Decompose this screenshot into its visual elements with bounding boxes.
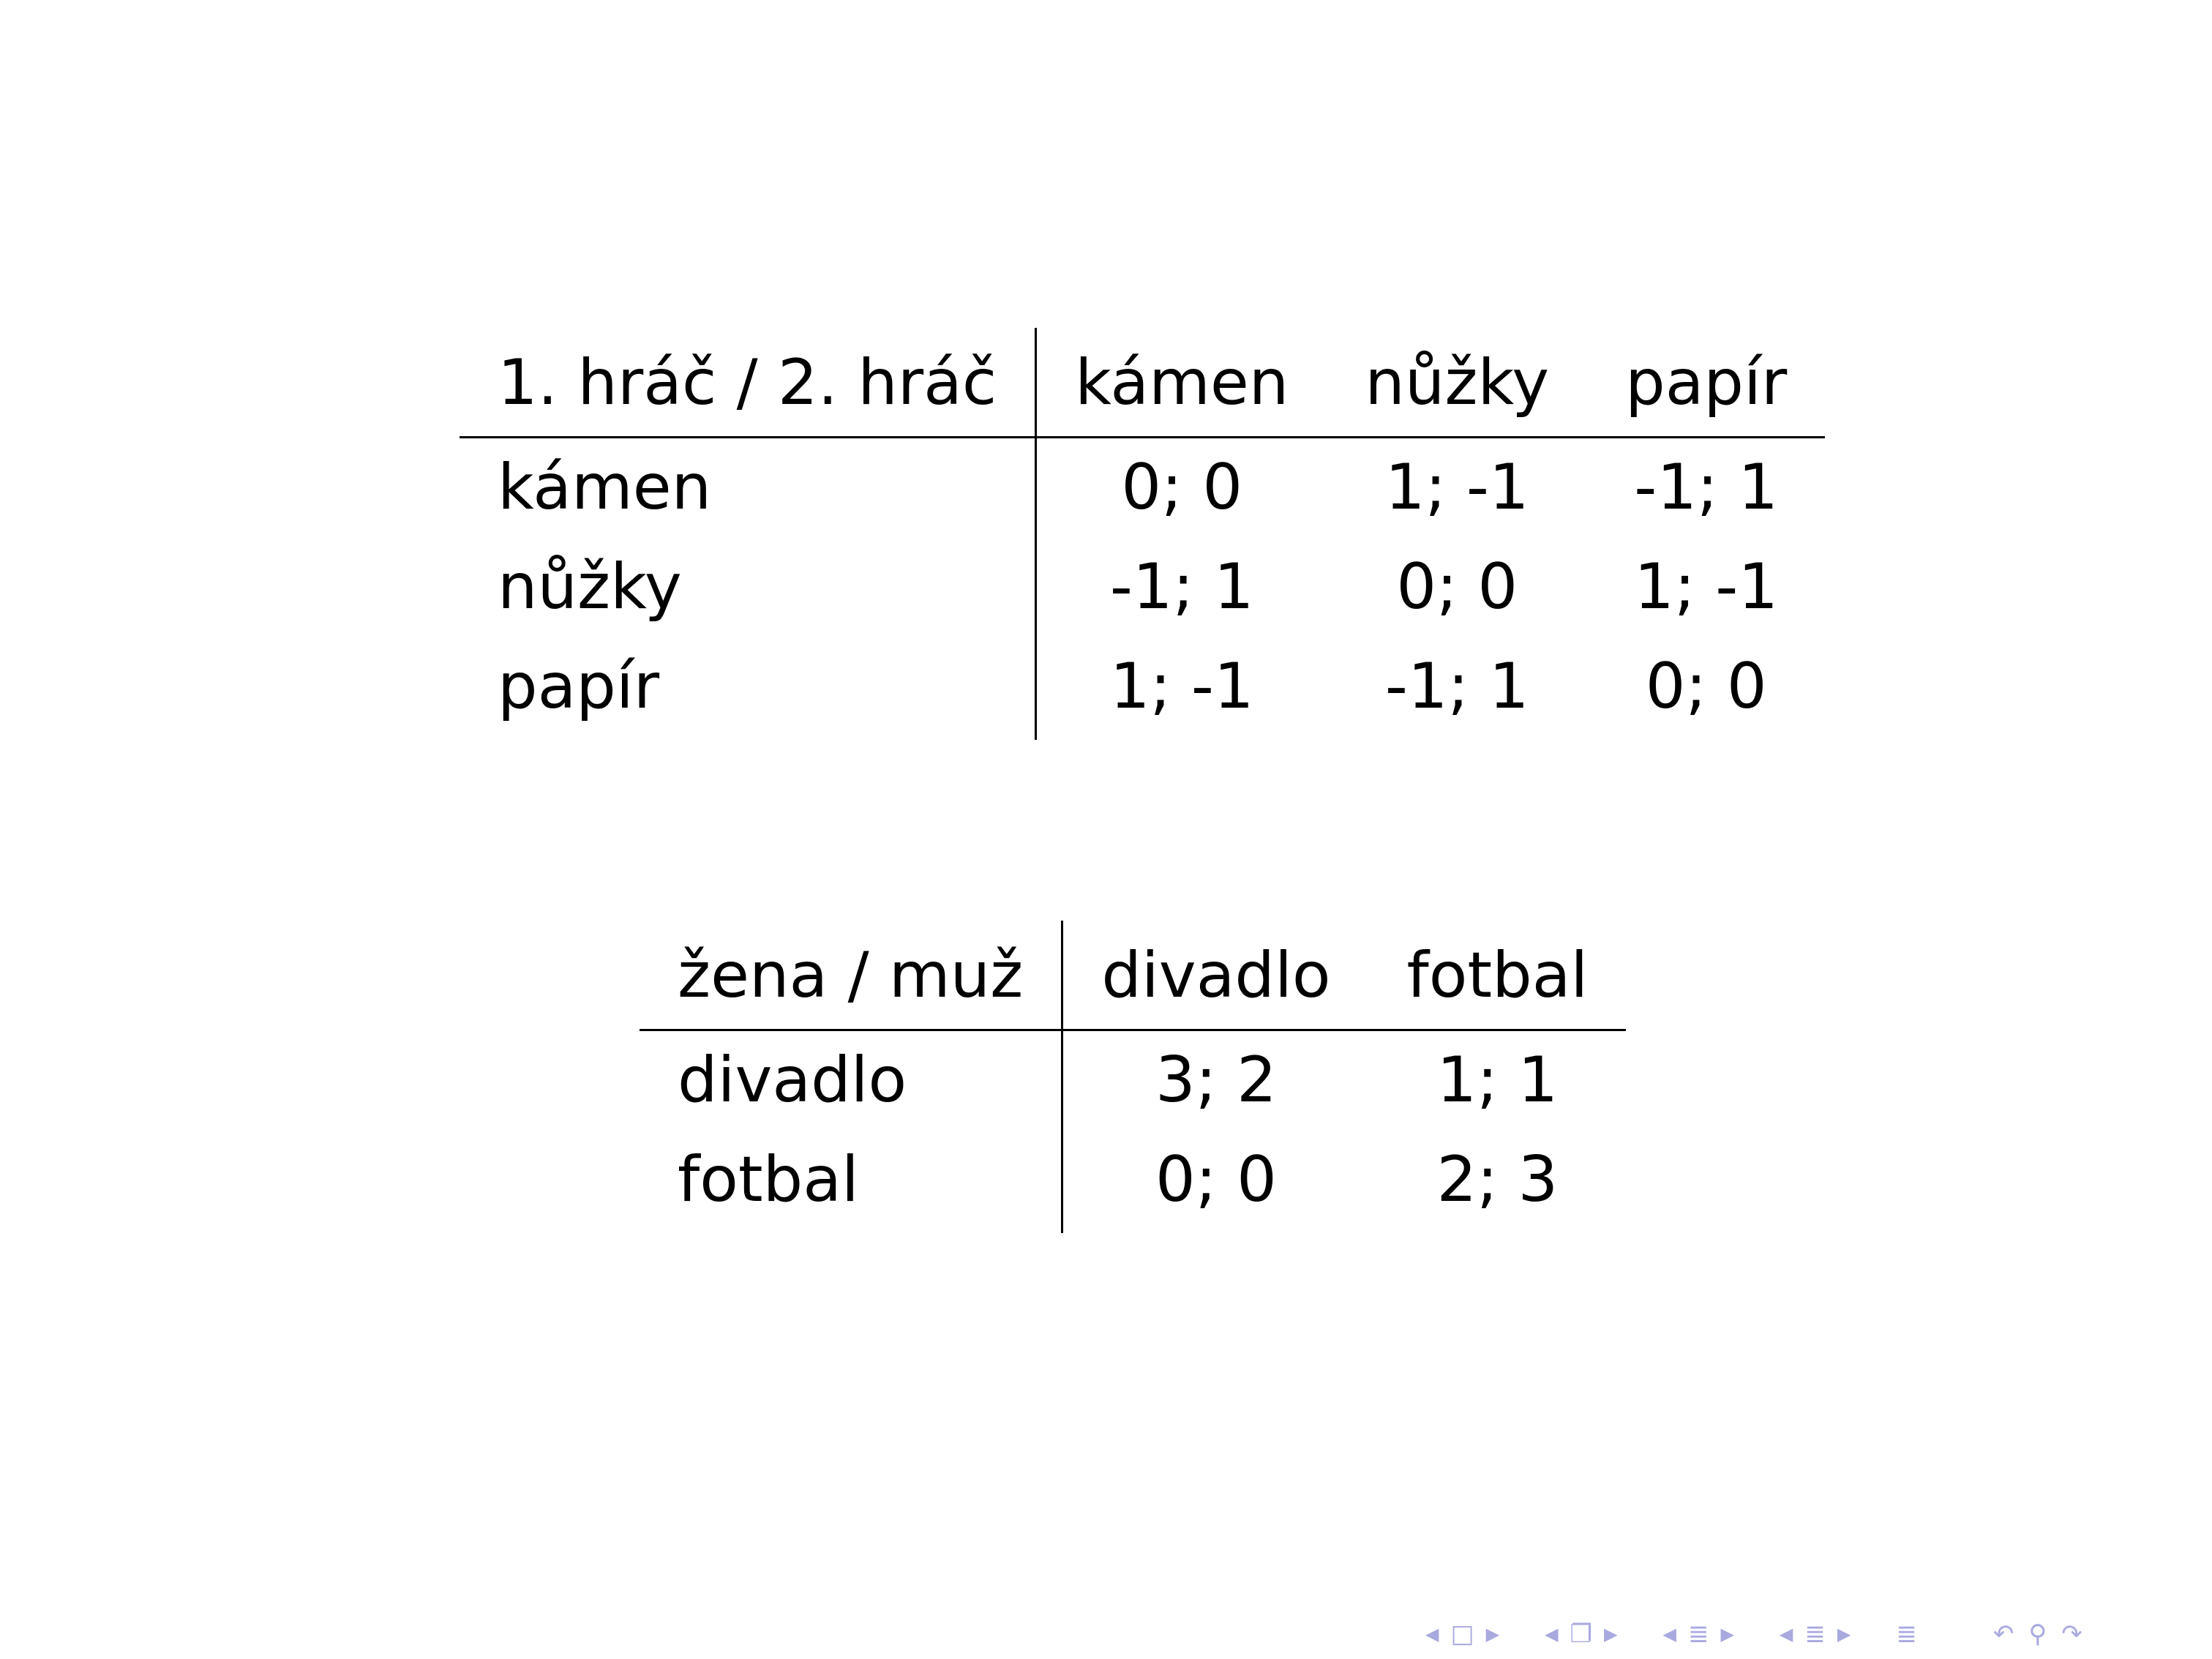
nav-next-icon[interactable]: ▶ — [1837, 1624, 1851, 1644]
subsection-icon[interactable]: ❐ — [1570, 1619, 1593, 1649]
payoff-table-rock-paper-scissors: 1. hráč / 2. hráč kámen nůžky papír káme… — [460, 328, 1826, 740]
payoff-cell: 1; 1 — [1436, 1044, 1559, 1117]
document-navigation: ◀ ≣ ▶ — [1774, 1619, 1856, 1649]
payoff-cell: -1; 1 — [1109, 550, 1254, 623]
column-header-fotbal: fotbal — [1368, 921, 1627, 1031]
nav-next-icon[interactable]: ▶ — [1485, 1624, 1500, 1644]
section-icon[interactable]: ≣ — [1687, 1619, 1709, 1649]
frame-icon[interactable]: □ — [1450, 1619, 1474, 1649]
nav-prev-icon[interactable]: ◀ — [1779, 1624, 1793, 1644]
search-navigation: ↶ ⚲ ↷ — [1986, 1619, 2090, 1649]
nav-prev-icon[interactable]: ◀ — [1425, 1624, 1439, 1644]
nav-prev-icon[interactable]: ◀ — [1662, 1624, 1676, 1644]
table-corner-label: 1. hráč / 2. hráč — [460, 328, 1038, 438]
forward-icon[interactable]: ↷ — [2061, 1619, 2082, 1649]
table-row: nůžky -1; 1 0; 0 1; -1 — [460, 538, 1825, 637]
table-row: fotbal 0; 0 2; 3 — [640, 1131, 1626, 1233]
column-header-divadlo: divadlo — [1062, 921, 1369, 1031]
column-header-kamen: kámen — [1035, 328, 1327, 438]
table-header-row: 1. hráč / 2. hráč kámen nůžky papír — [460, 328, 1826, 438]
nav-next-icon[interactable]: ▶ — [1604, 1624, 1618, 1644]
section-navigation: ◀ ≣ ▶ — [1657, 1619, 1739, 1649]
payoff-cell: -1; 1 — [1384, 650, 1529, 723]
nav-next-icon[interactable]: ▶ — [1720, 1624, 1734, 1644]
column-header-nuzky: nůžky — [1327, 328, 1588, 438]
appendix-navigation: ≣ — [1890, 1619, 1923, 1649]
payoff-cell: 2; 3 — [1436, 1143, 1559, 1216]
appendix-icon[interactable]: ≣ — [1896, 1619, 1917, 1649]
table-header-row: žena / muž divadlo fotbal — [640, 921, 1627, 1031]
table-corner-label: žena / muž — [640, 921, 1064, 1031]
frame-navigation: ◀ □ ▶ — [1420, 1619, 1505, 1649]
payoff-cell: 1; -1 — [1384, 451, 1529, 524]
payoff-cell: 0; 0 — [1645, 650, 1767, 723]
table-row: papír 1; -1 -1; 1 0; 0 — [460, 637, 1825, 740]
document-icon[interactable]: ≣ — [1804, 1619, 1826, 1649]
row-label: kámen — [460, 437, 1038, 538]
column-header-papir: papír — [1587, 328, 1826, 438]
beamer-navigation-bar: ◀ □ ▶ ◀ ❐ ▶ ◀ ≣ ▶ ◀ ≣ ▶ ≣ ↶ ⚲ ↷ — [1420, 1616, 2090, 1652]
payoff-cell: 1; -1 — [1109, 650, 1254, 723]
payoff-table-battle-of-sexes: žena / muž divadlo fotbal divadlo 3; 2 1… — [640, 921, 1627, 1233]
row-label: divadlo — [640, 1030, 1064, 1131]
back-icon[interactable]: ↶ — [1992, 1619, 2014, 1649]
payoff-cell: 3; 2 — [1155, 1044, 1277, 1117]
search-icon[interactable]: ⚲ — [2028, 1619, 2047, 1649]
nav-prev-icon[interactable]: ◀ — [1545, 1624, 1559, 1644]
table-row: divadlo 3; 2 1; 1 — [640, 1030, 1626, 1131]
payoff-cell: 0; 0 — [1396, 550, 1518, 623]
payoff-cell: -1; 1 — [1634, 451, 1779, 524]
payoff-cell: 0; 0 — [1155, 1143, 1277, 1216]
row-label: papír — [460, 637, 1038, 740]
table-row: kámen 0; 0 1; -1 -1; 1 — [460, 437, 1825, 538]
payoff-cell: 0; 0 — [1121, 451, 1243, 524]
row-label: nůžky — [460, 538, 1038, 637]
payoff-cell: 1; -1 — [1634, 550, 1779, 623]
subsection-navigation: ◀ ❐ ▶ — [1539, 1619, 1623, 1649]
row-label: fotbal — [640, 1131, 1064, 1233]
